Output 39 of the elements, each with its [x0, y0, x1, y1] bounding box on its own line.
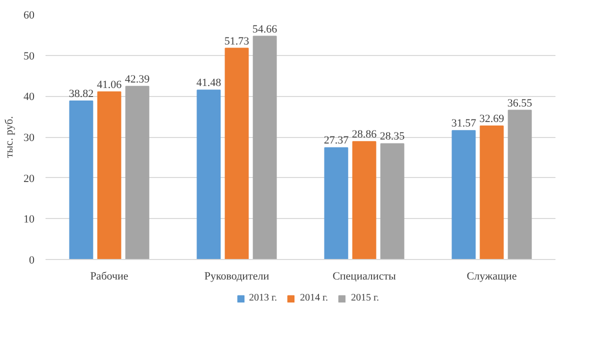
bar [97, 91, 122, 260]
x-tick-label: Руководители [204, 270, 270, 282]
data-label: 41.48 [196, 77, 222, 90]
data-label: 28.35 [380, 130, 406, 143]
data-label: 41.06 [96, 78, 122, 91]
data-label: 51.73 [224, 35, 250, 48]
x-tick-label: Специалисты [332, 270, 397, 282]
bar [380, 143, 404, 260]
y-axis-title: тыс. руб. [4, 116, 16, 158]
x-tick-label: Рабочие [90, 270, 128, 282]
bar [324, 147, 348, 260]
y-tick-label: 30 [24, 132, 35, 144]
data-label: 27.37 [324, 134, 350, 147]
y-tick-label: 0 [29, 254, 35, 266]
bar [196, 90, 221, 260]
bar [352, 141, 376, 260]
data-label: 31.57 [451, 118, 477, 130]
data-label: 42.39 [124, 73, 150, 86]
y-tick-label: 40 [24, 91, 35, 104]
bar [508, 110, 532, 260]
y-tick-label: 20 [24, 172, 35, 185]
bar [125, 86, 150, 260]
legend-label: 2014 г. [300, 292, 328, 304]
data-label: 54.66 [252, 23, 278, 36]
bar [69, 100, 94, 260]
y-tick-label: 60 [24, 10, 35, 22]
bar [252, 36, 277, 260]
legend-label: 2015 г. [350, 292, 379, 304]
y-tick-label: 10 [24, 214, 35, 226]
bar [224, 48, 249, 260]
bar [452, 130, 476, 260]
data-label: 36.55 [507, 97, 533, 110]
bar [480, 126, 504, 260]
y-tick-label: 50 [24, 50, 35, 62]
legend-label: 2013 г. [249, 292, 278, 304]
data-label: 28.86 [352, 128, 378, 141]
data-label: 38.82 [68, 88, 94, 100]
data-label: 32.69 [479, 113, 505, 126]
x-tick-label: Служащие [466, 270, 517, 282]
